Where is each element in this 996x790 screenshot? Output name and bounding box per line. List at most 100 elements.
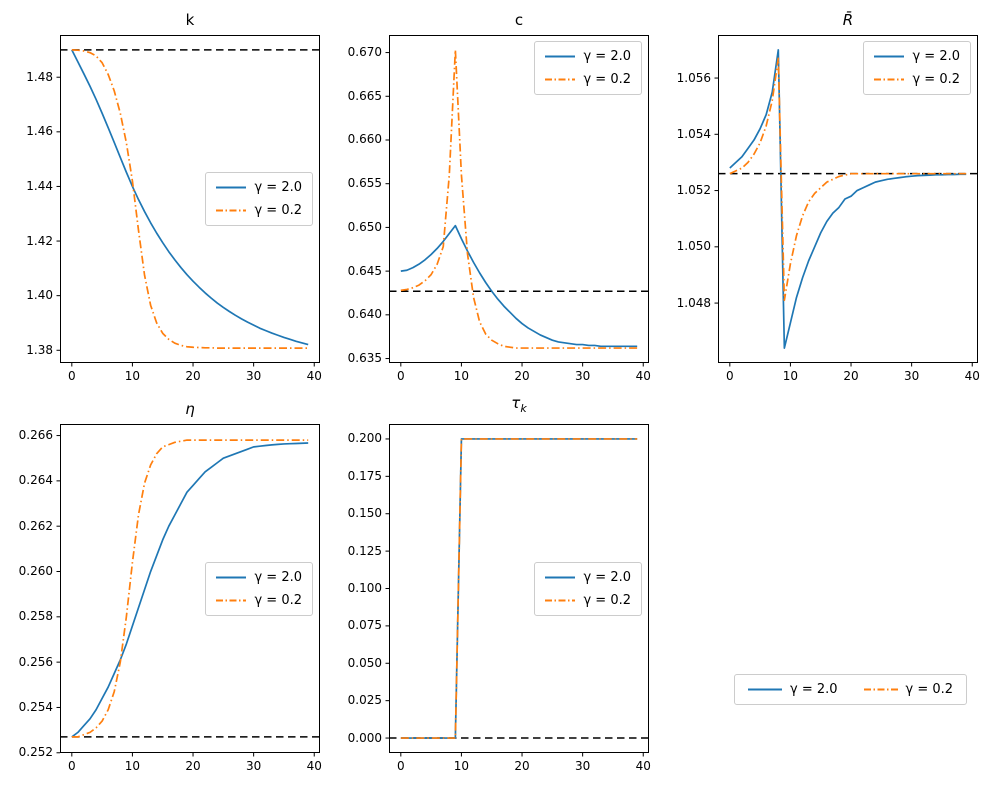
axes-spines xyxy=(389,424,649,753)
legend-label: γ = 0.2 xyxy=(583,592,631,608)
y-tick-label: 0.252 xyxy=(18,745,53,760)
x-tick-label: 0 xyxy=(68,369,76,383)
x-tick-label: 10 xyxy=(124,759,141,773)
legend: γ = 2.0 γ = 0.2 xyxy=(863,41,971,95)
plot-area-eta xyxy=(56,424,320,757)
y-tick-label: 1.052 xyxy=(676,183,711,198)
y-tick-label: 0.000 xyxy=(347,730,382,745)
legend-label: γ = 0.2 xyxy=(905,682,954,697)
legend-label: γ = 0.2 xyxy=(254,203,302,218)
y-tick-label: 0.175 xyxy=(347,468,382,483)
axes-spines xyxy=(60,35,320,363)
subplot-title-rbar: R̄ xyxy=(842,11,854,29)
y-tick-label: 0.150 xyxy=(347,506,382,521)
y-tick-label: 0.256 xyxy=(18,654,53,669)
legend-line-sample-solid-icon xyxy=(216,576,247,578)
legend-entry: γ = 0.2 xyxy=(863,682,954,697)
subplot-tau-k: τk 0 10 20 30 40 0.000 0.025 0.050 0.075 0.100 0.1… xyxy=(348,394,651,773)
x-tick-label: 40 xyxy=(306,369,322,383)
y-tick-label: 0.665 xyxy=(347,88,382,103)
x-tick-label: 40 xyxy=(964,369,980,383)
x-tick-label: 40 xyxy=(635,369,651,383)
legend-line-sample-dashdot-icon xyxy=(545,78,576,81)
x-tick-label: 30 xyxy=(574,759,591,773)
legend-label: γ = 2.0 xyxy=(790,682,838,697)
legend-entry: γ = 0.2 xyxy=(216,203,302,218)
legend-entry: γ = 2.0 xyxy=(874,49,960,64)
axes-spines xyxy=(389,35,649,363)
y-tick-label: 0.660 xyxy=(347,132,382,147)
y-tick-label: 0.635 xyxy=(347,351,382,366)
legend-line-sample-solid-icon xyxy=(545,576,576,578)
legend: γ = 2.0 γ = 0.2 xyxy=(534,41,642,95)
legend-label: γ = 2.0 xyxy=(583,569,631,585)
y-tick-label: 1.46 xyxy=(26,124,53,139)
subplot-eta: η 0 10 20 30 40 0.252 0.254 0.256 0.258 0.260 0.26… xyxy=(19,400,322,773)
plot-area-k xyxy=(56,35,320,367)
legend-entry: γ = 2.0 xyxy=(748,682,838,697)
y-tick-label: 0.050 xyxy=(347,655,382,670)
axes-spines xyxy=(60,424,320,753)
legend-label: γ = 0.2 xyxy=(583,72,631,87)
plot-area-tau-k xyxy=(385,424,649,757)
subplot-k: k 0 10 20 30 40 1.38 1.40 1.42 1.44 1.46 1.48 γ = 2… xyxy=(26,11,322,383)
legend: γ = 2.0 γ = 0.2 xyxy=(205,172,313,226)
legend: γ = 2.0 γ = 0.2 xyxy=(534,561,642,616)
legend-label: γ = 2.0 xyxy=(254,180,302,195)
series-line-gamma-0.2 xyxy=(71,439,309,738)
y-tick-label: 0.025 xyxy=(347,693,382,708)
plot-area-rbar xyxy=(714,35,978,367)
y-tick-label: 1.38 xyxy=(26,342,53,357)
y-tick-label: 0.266 xyxy=(18,428,53,443)
y-tick-label: 1.42 xyxy=(26,233,53,248)
x-tick-label: 30 xyxy=(903,369,920,383)
x-tick-label: 20 xyxy=(843,369,859,383)
y-tick-label: 0.262 xyxy=(18,518,53,533)
x-tick-label: 20 xyxy=(185,759,201,773)
figure-legend: γ = 2.0 γ = 0.2 xyxy=(734,674,968,705)
legend-line-sample-dashdot-icon xyxy=(545,599,576,601)
legend-entry: γ = 0.2 xyxy=(545,593,631,608)
y-tick-label: 0.264 xyxy=(18,473,53,488)
legend: γ = 2.0 γ = 0.2 xyxy=(205,561,313,616)
subplot-title-tau-k: τk xyxy=(511,394,527,415)
y-tick-label: 0.645 xyxy=(347,263,382,278)
x-tick-label: 0 xyxy=(726,369,734,383)
legend-entry: γ = 0.2 xyxy=(545,72,631,87)
legend-label: γ = 0.2 xyxy=(254,592,302,608)
y-tick-label: 1.40 xyxy=(26,288,53,303)
y-tick-label: 1.44 xyxy=(26,178,53,193)
x-tick-label: 40 xyxy=(635,759,651,773)
legend-label: γ = 2.0 xyxy=(583,49,631,64)
x-tick-label: 30 xyxy=(245,369,262,383)
legend-entry: γ = 2.0 xyxy=(216,180,302,195)
axes-spines xyxy=(718,35,978,363)
y-tick-label: 0.125 xyxy=(347,543,382,558)
x-tick-label: 10 xyxy=(453,759,470,773)
series-line-gamma-2.0 xyxy=(400,224,638,348)
legend-label: γ = 0.2 xyxy=(912,72,960,87)
y-tick-label: 0.254 xyxy=(18,699,53,714)
series-line-gamma-0.2 xyxy=(71,49,309,349)
subplot-title-eta: η xyxy=(185,400,195,418)
legend-line-sample-dashdot-icon xyxy=(863,688,898,691)
y-tick-label: 1.054 xyxy=(676,126,711,141)
series-line-gamma-2.0 xyxy=(729,49,967,349)
legend-entry: γ = 2.0 xyxy=(545,570,631,585)
y-tick-label: 0.100 xyxy=(347,581,382,595)
subplot-title-subscript: k xyxy=(520,402,527,415)
legend-entry: γ = 2.0 xyxy=(545,49,631,64)
x-tick-label: 10 xyxy=(782,369,799,383)
legend-line-sample-dashdot-icon xyxy=(216,209,247,212)
legend-entry: γ = 0.2 xyxy=(874,72,960,87)
series-line-gamma-2.0 xyxy=(71,442,309,738)
x-tick-label: 30 xyxy=(574,369,591,383)
y-tick-label: 1.48 xyxy=(26,69,53,84)
legend-line-sample-solid-icon xyxy=(216,186,247,189)
y-tick-label: 0.075 xyxy=(347,618,382,633)
x-tick-label: 10 xyxy=(124,369,141,383)
subplot-c: c 0 10 20 30 40 0.635 0.640 0.645 0.650 0.655 0.66… xyxy=(348,11,651,383)
x-tick-label: 40 xyxy=(306,759,322,773)
x-tick-label: 30 xyxy=(245,759,262,773)
